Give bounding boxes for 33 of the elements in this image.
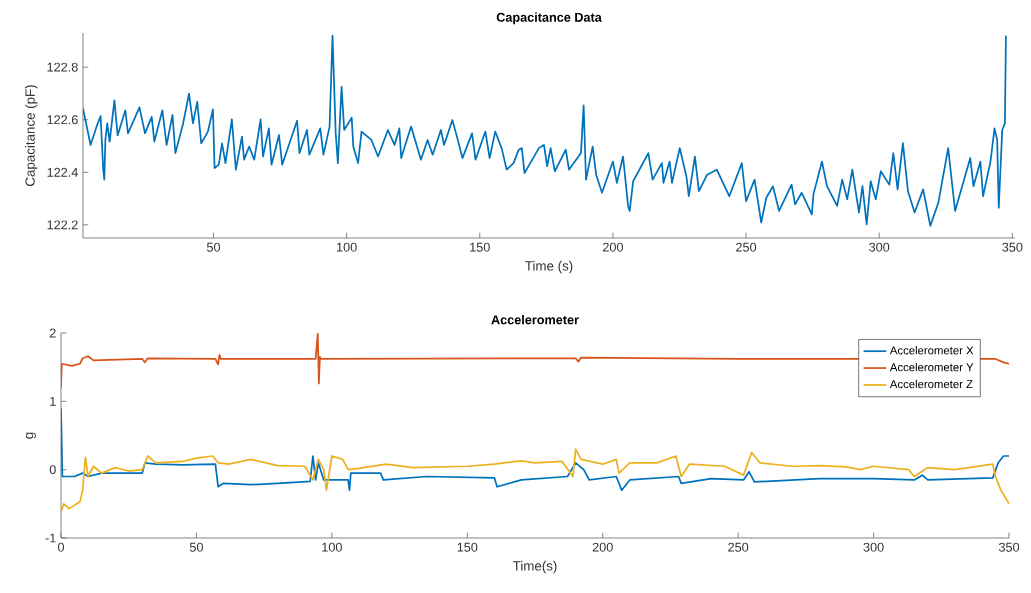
legend-label: Accelerometer Y (889, 362, 974, 372)
line-series (83, 34, 1007, 227)
x-tick-label: 200 (592, 542, 613, 552)
y-axis-title: g (25, 432, 36, 439)
legend-label: Accelerometer Z (889, 379, 973, 389)
chart-title: Accelerometer (491, 314, 579, 325)
x-tick-label: 250 (728, 542, 749, 552)
y-axis-title: Capacitance (pF) (25, 85, 38, 186)
x-tick-label: 100 (337, 242, 357, 252)
y-tick-label: 122.4 (47, 167, 78, 177)
y-tick-label: 122.6 (47, 115, 78, 125)
x-axis-title: Time(s) (512, 560, 557, 574)
y-tick-label: 2 (49, 328, 56, 338)
x-tick-label: 300 (863, 542, 884, 552)
y-tick-label: 122.2 (47, 220, 78, 230)
x-tick-label: 350 (1002, 242, 1023, 252)
x-tick-label: 350 (998, 542, 1020, 552)
x-tick-label: 150 (457, 542, 478, 552)
x-tick-label: 50 (189, 542, 203, 552)
x-tick-label: 50 (206, 242, 221, 252)
x-tick-label: 200 (602, 242, 623, 252)
x-axis-title: Time (s) (525, 260, 573, 274)
y-tick-label: 0 (49, 465, 56, 475)
y-tick-label: 122.8 (47, 62, 78, 72)
y-tick-label: 1 (50, 396, 56, 406)
legend-label: Accelerometer X (889, 346, 974, 355)
x-tick-label: 100 (322, 542, 342, 552)
x-tick-label: 150 (470, 242, 490, 252)
chart-title: Capacitance Data (496, 12, 602, 25)
x-tick-label: 250 (736, 242, 757, 252)
line-series (61, 448, 1010, 513)
x-tick-label: 300 (869, 242, 890, 252)
y-tick-label: -1 (45, 533, 56, 543)
